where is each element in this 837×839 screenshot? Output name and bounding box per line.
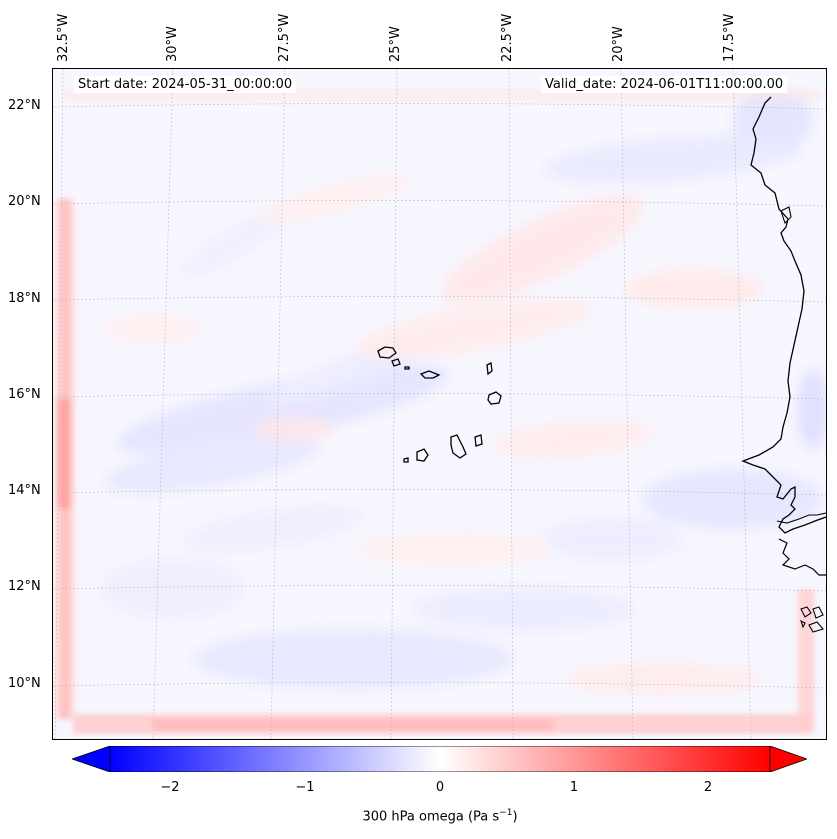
colorbar-label-exponent: −1 xyxy=(499,808,513,818)
lat-label-22n: 22°N xyxy=(8,98,41,113)
coast-islet-north xyxy=(780,206,792,225)
island-sao-vicente xyxy=(391,358,401,367)
positive-omega-patches xyxy=(103,174,763,695)
colorbar-tick-2: 2 xyxy=(703,780,713,795)
colorbar-gradient xyxy=(109,745,771,773)
island-santiago xyxy=(450,434,467,459)
lon-label-20w: 20°W xyxy=(611,26,626,62)
colorbar-label-end: ) xyxy=(512,809,518,825)
colorbar-left-extend xyxy=(70,745,111,773)
bijagos-islands xyxy=(800,606,824,633)
lon-label-27-5w: 27.5°W xyxy=(277,13,292,62)
lat-label-16n: 16°N xyxy=(8,387,41,402)
lon-label-25w: 25°W xyxy=(388,26,403,62)
island-boa-vista xyxy=(487,391,502,405)
island-sao-nicolau xyxy=(419,370,441,379)
colorbar-tick-1: 1 xyxy=(569,780,579,795)
colorbar-tick-neg1: −1 xyxy=(295,780,315,795)
island-sal xyxy=(486,362,493,376)
colorbar-svg xyxy=(70,745,809,776)
island-maio xyxy=(474,434,483,447)
lat-label-14n: 14°N xyxy=(8,483,41,498)
gambia-river xyxy=(776,512,826,524)
lon-label-17-5w: 17.5°W xyxy=(722,13,737,62)
map-panel xyxy=(52,68,827,740)
start-date-label: Start date: 2024-05-31_00:00:00 xyxy=(74,76,297,93)
lat-label-12n: 12°N xyxy=(8,579,41,594)
cape-verde-islands xyxy=(377,346,502,463)
island-santa-luzia xyxy=(404,366,410,370)
colorbar-tick-0: 0 xyxy=(435,780,445,795)
lon-label-32-5w: 32.5°W xyxy=(56,13,71,62)
guinea-bissau-coast xyxy=(778,538,826,576)
island-fogo xyxy=(416,448,429,462)
island-brava xyxy=(403,457,409,463)
lat-label-18n: 18°N xyxy=(8,291,41,306)
west-africa-coastline xyxy=(741,96,826,534)
lat-label-10n: 10°N xyxy=(8,676,41,691)
lon-label-30w: 30°W xyxy=(165,26,180,62)
colorbar-label-main: 300 hPa omega (Pa s xyxy=(362,809,500,825)
colorbar-right-extend xyxy=(769,745,809,773)
lat-label-20n: 20°N xyxy=(8,194,41,209)
lon-label-22-5w: 22.5°W xyxy=(500,13,515,62)
valid-date-label: Valid_date: 2024-06-01T11:00:00.00 xyxy=(541,76,788,93)
omega-field-map xyxy=(53,69,826,739)
colorbar xyxy=(70,745,809,776)
island-santo-antao xyxy=(377,346,397,359)
colorbar-label: 300 hPa omega (Pa s−1) xyxy=(0,808,837,824)
colorbar-tick-neg2: −2 xyxy=(160,780,180,795)
field-base xyxy=(53,69,826,739)
